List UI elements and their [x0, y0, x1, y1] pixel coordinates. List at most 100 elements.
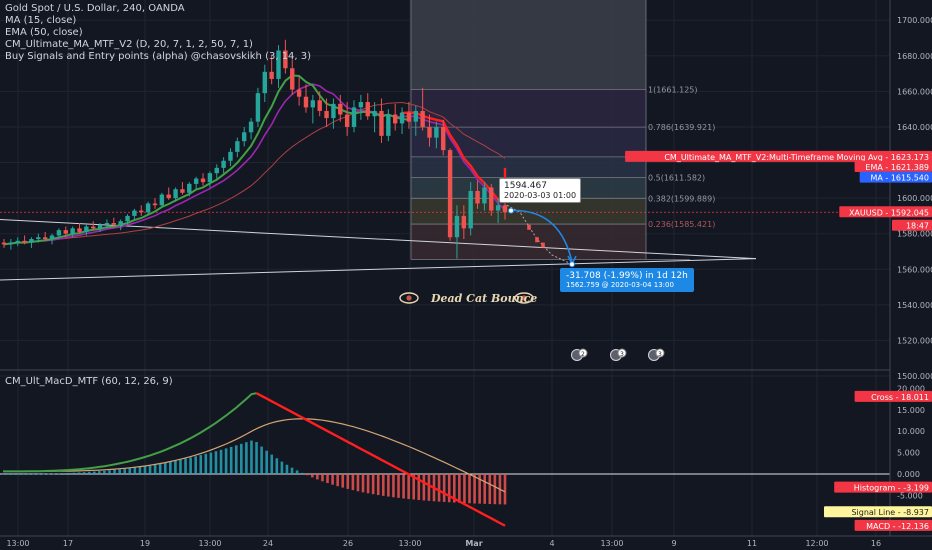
histogram-bar [67, 472, 71, 474]
candle [475, 191, 480, 204]
event-marker [610, 348, 627, 361]
fib-level-label: 0.786(1639.921) [648, 123, 715, 132]
macd-tick-label: 10.000 [897, 427, 925, 436]
candle [42, 237, 48, 240]
event-marker [571, 348, 588, 361]
trendline-lower [0, 258, 757, 281]
price-label [839, 206, 932, 218]
candle [187, 183, 192, 193]
time-tick-label: 13:00 [6, 539, 29, 548]
candle [8, 242, 14, 245]
candle [482, 187, 487, 204]
candle [461, 215, 467, 229]
candle [358, 102, 364, 108]
histogram-bar [341, 473, 345, 488]
candle [276, 50, 281, 79]
measure-change: -31.708 (-1.99%) in 1d 12h [566, 271, 688, 281]
candle [125, 215, 130, 222]
candle [434, 126, 439, 138]
histogram-bar [316, 473, 319, 480]
histogram-bar [189, 457, 192, 474]
histogram-bar [87, 471, 91, 474]
histogram-bar [245, 442, 248, 474]
candle [193, 178, 199, 184]
histogram-bar [437, 473, 441, 502]
candle [351, 107, 357, 127]
projected-candle [527, 224, 531, 230]
histogram-bar [92, 471, 96, 474]
histogram-bar [447, 473, 451, 503]
measure-label: -31.708 (-1.99%) in 1d 12h 1562.759 @ 20… [560, 268, 694, 292]
histogram-bar [6, 473, 10, 475]
candle [228, 151, 233, 161]
candle [214, 167, 219, 174]
histogram-bar [356, 473, 360, 492]
measure-end [569, 261, 575, 268]
histogram-bar [371, 473, 375, 495]
candle [166, 194, 171, 199]
candle [132, 210, 137, 216]
candle [269, 71, 274, 79]
signal-line [3, 418, 506, 493]
candle [152, 203, 158, 206]
histogram-bar [478, 473, 481, 504]
histogram-bar [427, 473, 431, 501]
fib-level-label: 1(1661.125) [648, 85, 698, 94]
candle [22, 240, 27, 243]
histogram-bar [47, 473, 50, 475]
histogram-bar [265, 450, 268, 474]
histogram-bar [260, 446, 263, 474]
candle [283, 50, 288, 69]
candle [173, 189, 178, 199]
price-tick-label: 1680.000 [897, 52, 932, 61]
candle [255, 93, 261, 122]
price-tick-label: 1500.000 [897, 372, 932, 381]
histogram-bar [72, 472, 76, 474]
histogram-bar [493, 473, 497, 505]
histogram-bar [468, 473, 471, 504]
candle [207, 173, 213, 183]
time-tick-label: 17 [63, 539, 73, 548]
time-tick-label: 13:00 [398, 539, 421, 548]
histogram-bar [219, 449, 223, 474]
legend-macd: CM_Ult_MacD_MTF (60, 12, 26, 9) [5, 376, 173, 387]
histogram-bar [452, 473, 456, 503]
histogram-bar [326, 473, 329, 484]
histogram-bar [179, 459, 182, 474]
histogram-bar [270, 454, 274, 474]
time-tick-label: 16 [871, 539, 881, 548]
macd-tick-label: 5.000 [897, 449, 920, 458]
legend-cm-ultimate: CM_Ultimate_MA_MTF_V2 (D, 20, 7, 1, 2, 5… [5, 39, 253, 50]
fib-zone [411, 0, 646, 90]
histogram-bar [407, 473, 410, 500]
histogram-bar [250, 440, 253, 474]
candle [84, 226, 89, 232]
histogram-bar [397, 473, 400, 498]
price-tick-label: 1540.000 [897, 301, 932, 310]
fib-level-label: 0.236(1585.421) [648, 220, 715, 229]
macd-value-label-text: Signal Line - -8.937 [851, 508, 929, 517]
histogram-bar [148, 465, 152, 474]
histogram-bar [387, 473, 390, 497]
legend-symbol: Gold Spot / U.S. Dollar, 240, OANDA [5, 3, 185, 14]
histogram-bar [57, 473, 61, 475]
macd-value-label [854, 519, 932, 531]
candle [379, 110, 384, 136]
candle [413, 110, 418, 122]
histogram-bar [163, 462, 167, 474]
price-tick-label: 1580.000 [897, 230, 932, 239]
candle [392, 114, 398, 124]
histogram-bar [174, 460, 177, 474]
time-tick-label: 12:00 [805, 539, 828, 548]
time-tick-label: 4 [549, 539, 554, 548]
time-tick-label: 9 [671, 539, 676, 548]
histogram-bar [361, 473, 365, 493]
price-tick-label: 1520.000 [897, 336, 932, 345]
candle [441, 126, 446, 151]
macd-value-label [854, 390, 932, 402]
histogram-bar [82, 472, 86, 474]
time-tick-label: 24 [263, 539, 273, 548]
price-tick-label: 1700.000 [897, 16, 932, 25]
histogram-bar [442, 473, 446, 502]
